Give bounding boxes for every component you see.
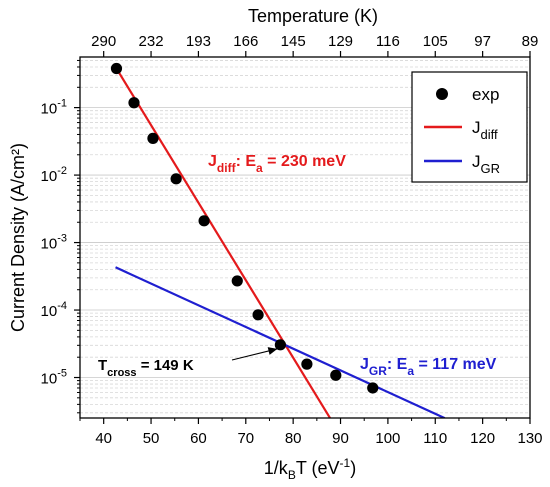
chart-titles: Temperature (K) 1/kBT (eV-1) Current Densi… bbox=[8, 6, 378, 482]
y-tick-label: 10-3 bbox=[41, 233, 67, 253]
plot-frame bbox=[79, 56, 531, 419]
legend-label: Jdiff bbox=[472, 118, 498, 142]
legend-label: JGR bbox=[472, 152, 500, 176]
data-point bbox=[110, 62, 123, 75]
top-tick-label: 105 bbox=[423, 33, 448, 50]
chart-annotations: Jdiff: Ea = 230 meV JGR: Ea = 117 meV Tcro… bbox=[98, 153, 497, 379]
x-tick-label: 120 bbox=[470, 430, 495, 447]
legend-marker-exp bbox=[436, 88, 448, 100]
y-tick-label: 10-2 bbox=[41, 165, 67, 185]
chart-legend: exp Jdiff JGR bbox=[411, 71, 528, 183]
data-point bbox=[147, 132, 159, 144]
top-tick-label: 145 bbox=[281, 33, 306, 50]
chart-axes bbox=[79, 56, 531, 419]
x-tick-label: 100 bbox=[375, 430, 400, 447]
x-tick-label: 40 bbox=[95, 430, 112, 447]
data-point bbox=[301, 358, 313, 370]
data-point bbox=[231, 275, 243, 287]
top-tick-label: 129 bbox=[328, 33, 353, 50]
data-point bbox=[198, 215, 210, 227]
x-tick-label: 70 bbox=[237, 430, 254, 447]
y-tick-label: 10-5 bbox=[41, 368, 67, 388]
legend-label: exp bbox=[472, 85, 499, 104]
y-tick-label: 10-1 bbox=[41, 98, 67, 118]
top-tick-label: 116 bbox=[376, 33, 400, 50]
top-axis-title: Temperature (K) bbox=[248, 6, 378, 26]
x-tick-label: 80 bbox=[285, 430, 302, 447]
top-tick-label: 232 bbox=[139, 33, 164, 50]
annotation-gr: JGR: Ea = 117 meV bbox=[360, 356, 497, 378]
top-tick-label: 89 bbox=[522, 33, 539, 50]
chart-series bbox=[110, 62, 446, 418]
y-axis-title: Current Density (A/cm²) bbox=[8, 143, 28, 332]
x-axis-title: 1/kBT (eV-1) bbox=[264, 456, 356, 482]
x-tick-label: 50 bbox=[143, 430, 160, 447]
data-point bbox=[274, 339, 286, 351]
top-tick-label: 290 bbox=[91, 33, 116, 50]
top-tick-label: 193 bbox=[186, 33, 211, 50]
data-point bbox=[330, 369, 342, 381]
data-point bbox=[252, 309, 264, 321]
x-tick-label: 130 bbox=[517, 430, 542, 447]
top-tick-label: 166 bbox=[233, 33, 258, 50]
annotation-diff: Jdiff: Ea = 230 meV bbox=[208, 153, 346, 175]
top-tick-label: 97 bbox=[474, 33, 491, 50]
x-tick-label: 90 bbox=[332, 430, 349, 447]
data-point bbox=[367, 382, 379, 394]
data-point bbox=[170, 173, 182, 185]
annotation-arrowhead bbox=[267, 347, 278, 355]
y-tick-label: 10-4 bbox=[41, 300, 67, 320]
chart-ticks: 40 50 60 70 80 90 100 110 120 130 290 232 193 166 145 1… bbox=[41, 33, 543, 447]
series-line-diff bbox=[114, 66, 332, 418]
x-tick-label: 110 bbox=[423, 430, 447, 447]
x-tick-label: 60 bbox=[190, 430, 207, 447]
data-point bbox=[128, 97, 140, 109]
annotation-cross: Tcross = 149 K bbox=[98, 357, 194, 379]
